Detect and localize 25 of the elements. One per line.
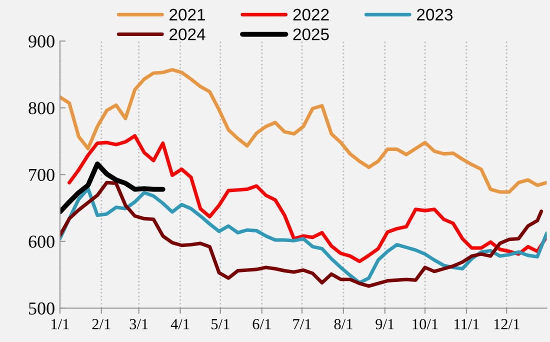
y-tick-label: 600 xyxy=(28,236,54,248)
line-series xyxy=(60,161,166,214)
x-tick-label: 8/1 xyxy=(334,319,352,330)
legend-label: 2021 xyxy=(170,8,205,21)
x-tick-label: 12/1 xyxy=(494,319,520,330)
line-series xyxy=(60,68,547,194)
legend-label: 2024 xyxy=(170,28,206,40)
legend-label: 2023 xyxy=(417,8,453,21)
y-tick-label: 700 xyxy=(29,168,54,182)
x-tick-label: 3/1 xyxy=(130,319,148,330)
x-tick-label: 10/1 xyxy=(412,319,438,330)
x-tick-label: 6/1 xyxy=(252,319,271,330)
y-tick-label: 500 xyxy=(29,302,54,315)
y-tick-label: 800 xyxy=(28,102,54,114)
legend-label: 2025 xyxy=(293,28,329,40)
x-tick-label: 5/1 xyxy=(212,319,230,330)
x-tick-label: 9/1 xyxy=(376,319,394,330)
legend-label: 2022 xyxy=(293,8,329,21)
x-tick-label: 11/1 xyxy=(454,319,479,330)
y-tick-label: 900 xyxy=(28,35,54,48)
x-tick-label: 4/1 xyxy=(170,319,190,330)
x-tick-label: 1/1 xyxy=(52,319,69,330)
x-tick-label: 7/1 xyxy=(293,319,311,330)
line-series xyxy=(68,134,547,264)
x-tick-label: 2/1 xyxy=(92,319,110,330)
